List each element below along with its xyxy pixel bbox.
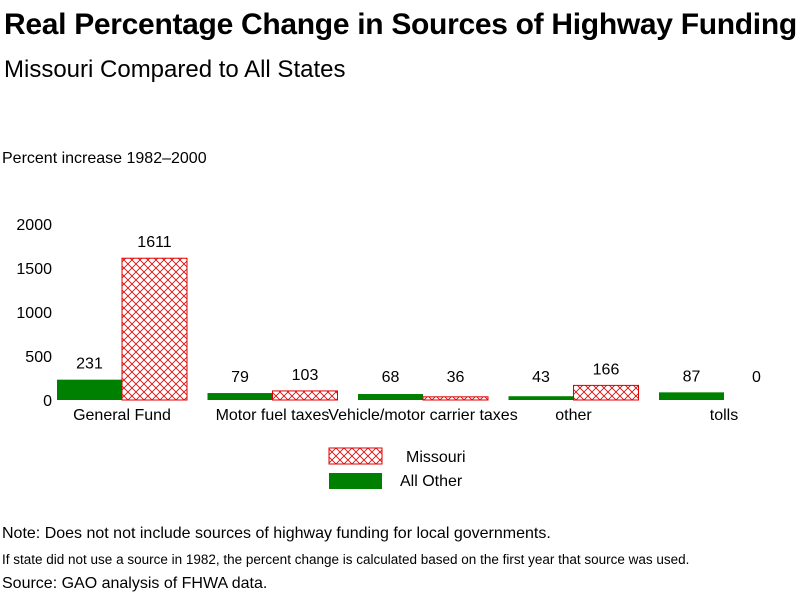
y-tick-label: 1500 [16,261,52,278]
bar-label-missouri: 36 [447,369,465,386]
chart-title: Real Percentage Change in Sources of Hig… [4,8,797,41]
y-tick-label: 1000 [16,305,52,322]
note-text: Note: Does not not include sources of hi… [2,525,551,542]
source-text: Source: GAO analysis of FHWA data. [2,575,268,592]
bar-missouri [573,384,639,401]
bar-all-other [659,392,724,400]
bar-label-all-other: 231 [76,356,103,373]
category-label: other [555,407,592,424]
bar-label-missouri: 103 [292,367,319,384]
legend-label-all-other: All Other [400,473,463,490]
bar-label-all-other: 43 [532,369,550,386]
bar-label-missouri: 166 [593,361,620,378]
category-label: Motor fuel taxes [216,407,330,424]
y-tick-label: 500 [25,349,52,366]
category-label: tolls [710,407,738,424]
category-label: General Fund [73,407,171,424]
bar-all-other [57,379,122,400]
bar-all-other [508,396,574,400]
bar-label-all-other: 79 [231,369,249,386]
category-label: Vehicle/motor carrier taxes [328,407,517,424]
legend-label-missouri: Missouri [406,449,466,466]
bar-label-missouri: 1611 [137,234,172,251]
y-tick-label: 2000 [16,217,52,234]
y-tick-label: 0 [43,393,52,410]
bar-all-other [358,394,423,400]
bar-missouri [272,390,338,401]
bar-label-missouri: 0 [752,369,761,386]
legend-swatch-all-other [329,473,382,489]
bar-label-all-other: 68 [382,369,400,386]
bar-missouri [422,396,489,401]
chart-subtitle: Missouri Compared to All States [4,56,346,83]
bar-label-all-other: 87 [683,368,701,385]
bar-all-other [207,393,273,400]
y-axis-title: Percent increase 1982–2000 [2,150,207,167]
note-detail-text: If state did not use a source in 1982, t… [2,552,690,567]
legend-swatch-missouri [328,447,383,465]
bar-missouri [121,257,188,401]
